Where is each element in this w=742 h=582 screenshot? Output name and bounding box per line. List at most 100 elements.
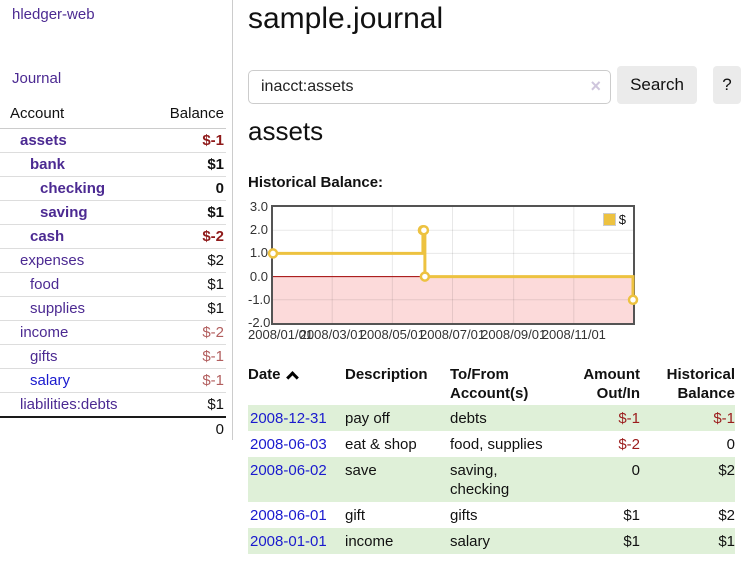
register-row: 2008-06-03 eat & shop food, supplies $-2 0 <box>248 431 735 457</box>
y-axis-tick-label: -1.0 <box>248 291 271 307</box>
register-date-cell: 2008-01-01 <box>248 528 345 554</box>
register-accounts-cell: gifts <box>450 507 478 524</box>
register-date-link[interactable]: 2008-06-02 <box>250 462 327 479</box>
account-row: food $1 <box>0 272 226 297</box>
register-date-link[interactable]: 2008-12-31 <box>250 410 327 427</box>
register-accounts-cell: saving, checking <box>450 462 510 498</box>
help-button[interactable]: ? <box>713 66 741 104</box>
register-date-link[interactable]: 2008-06-01 <box>250 507 327 524</box>
x-axis-tick-label: 2008/07/01 <box>420 327 486 342</box>
account-row: checking 0 <box>0 176 226 201</box>
y-axis-tick-label: 1.0 <box>249 245 268 261</box>
register-header-row: Date Description To/From Account(s) Amou… <box>248 363 735 405</box>
search-input[interactable] <box>248 70 611 104</box>
sidebar-account-link[interactable]: saving <box>40 204 88 221</box>
accounts-table: Account Balance assets $-1 bank $1 checking 0… <box>0 101 226 441</box>
sidebar-account-link[interactable]: supplies <box>30 300 86 317</box>
account-row: saving $1 <box>0 200 226 225</box>
account-row: assets $-1 <box>0 129 226 153</box>
account-row: expenses $2 <box>0 248 226 273</box>
x-axis-tick-label: 2008/05/01 <box>359 327 425 342</box>
balance-chart: $ 3.0 2.0 1.0 0.0 -1.0 -2.0 2008/01/01 2008/03/… <box>248 199 735 345</box>
register-description-cell: save <box>345 462 377 479</box>
register-amount-cell: $1 <box>623 507 640 524</box>
legend-label: $ <box>618 212 626 227</box>
account-name-cell: salary <box>0 368 153 393</box>
account-name-cell: gifts <box>0 344 153 369</box>
accounts-total-row: 0 <box>0 416 226 441</box>
account-name-cell: food <box>0 272 153 297</box>
sidebar-account-balance: $1 <box>152 152 226 177</box>
sidebar-account-link[interactable]: cash <box>30 228 65 245</box>
y-axis-tick-label: -2.0 <box>248 315 271 330</box>
account-row: income $-2 <box>0 320 226 345</box>
register-balance-cell: $1 <box>718 533 735 550</box>
legend-swatch-icon <box>602 213 616 226</box>
sidebar-account-link[interactable]: expenses <box>20 252 85 269</box>
register-table: Date Description To/From Account(s) Amou… <box>248 363 735 554</box>
register-amount-cell: $-2 <box>618 436 640 453</box>
page-title: sample.journal <box>248 2 444 35</box>
register-col-amount: Amount Out/In <box>583 366 640 402</box>
account-row: salary $-1 <box>0 368 226 393</box>
chart-plot-area[interactable]: $ <box>267 205 639 325</box>
account-name-cell: expenses <box>0 248 153 273</box>
account-row: supplies $1 <box>0 296 226 321</box>
search-button[interactable]: Search <box>617 66 697 104</box>
account-heading: assets <box>248 116 324 146</box>
main-content: sample.journal × Search ? assets Histori… <box>248 0 741 582</box>
sidebar-account-link[interactable]: liabilities:debts <box>20 396 118 413</box>
register-date-cell: 2008-06-02 <box>248 457 345 502</box>
account-name-cell: liabilities:debts <box>0 392 153 417</box>
chart-legend: $ <box>600 211 628 228</box>
accounts-total-spacer <box>0 416 153 441</box>
account-name-cell: checking <box>0 176 153 201</box>
account-row: cash $-2 <box>0 224 226 249</box>
register-balance-cell: 0 <box>726 436 735 453</box>
register-amount-cell: $1 <box>623 533 640 550</box>
nav-journal-link[interactable]: Journal <box>12 70 62 87</box>
register-balance-cell: $-1 <box>713 410 735 427</box>
register-col-date: Date <box>248 363 345 405</box>
sidebar-account-link[interactable]: checking <box>40 180 106 197</box>
sidebar-account-link[interactable]: gifts <box>30 348 58 365</box>
register-col-balance: Historical Balance <box>666 366 735 402</box>
sidebar-account-balance: $-1 <box>202 132 224 149</box>
register-row: 2008-06-02 save saving, checking 0 $2 <box>248 457 735 502</box>
register-date-cell: 2008-06-03 <box>248 431 345 457</box>
account-row: liabilities:debts $1 <box>0 392 226 417</box>
sidebar-account-link[interactable]: assets <box>20 132 67 149</box>
search-box: × <box>248 70 611 104</box>
sidebar-account-link[interactable]: food <box>30 276 60 293</box>
sidebar-account-link[interactable]: bank <box>30 156 66 173</box>
register-row: 2008-06-01 gift gifts $1 $2 <box>248 502 735 528</box>
register-col-accounts: To/From Account(s) <box>450 366 529 402</box>
account-name-cell: assets <box>0 129 153 153</box>
register-balance-cell: $2 <box>718 507 735 524</box>
sidebar-account-balance: $1 <box>152 392 226 417</box>
account-row: gifts $-1 <box>0 344 226 369</box>
clear-search-icon[interactable]: × <box>590 76 601 96</box>
register-date-link[interactable]: 2008-06-03 <box>250 436 327 453</box>
x-axis-tick-label: 2008/11/01 <box>541 327 606 342</box>
sidebar-account-link[interactable]: salary <box>30 372 71 389</box>
register-description-cell: pay off <box>345 410 390 427</box>
accounts-col-account: Account <box>10 105 65 122</box>
register-date-cell: 2008-06-01 <box>248 502 345 528</box>
register-accounts-cell: food, supplies <box>450 436 543 453</box>
account-row: bank $1 <box>0 152 226 177</box>
y-axis-tick-label: 2.0 <box>249 222 268 238</box>
accounts-header-row: Account Balance <box>0 101 226 129</box>
x-axis-tick-label: 2008/09/01 <box>481 327 547 342</box>
account-name-cell: supplies <box>0 296 153 321</box>
register-date-cell: 2008-12-31 <box>248 405 345 431</box>
y-axis-tick-label: 3.0 <box>249 199 268 214</box>
register-date-link[interactable]: 2008-01-01 <box>250 533 327 550</box>
sidebar-accounts-body: assets $-1 bank $1 checking 0 saving $1 cash $-2 e… <box>0 129 226 417</box>
register-amount-cell: 0 <box>631 462 640 479</box>
register-balance-cell: $2 <box>718 462 735 479</box>
sidebar-account-link[interactable]: income <box>20 324 69 341</box>
register-accounts-cell: salary <box>450 533 491 550</box>
app-title-link[interactable]: hledger-web <box>12 6 95 23</box>
